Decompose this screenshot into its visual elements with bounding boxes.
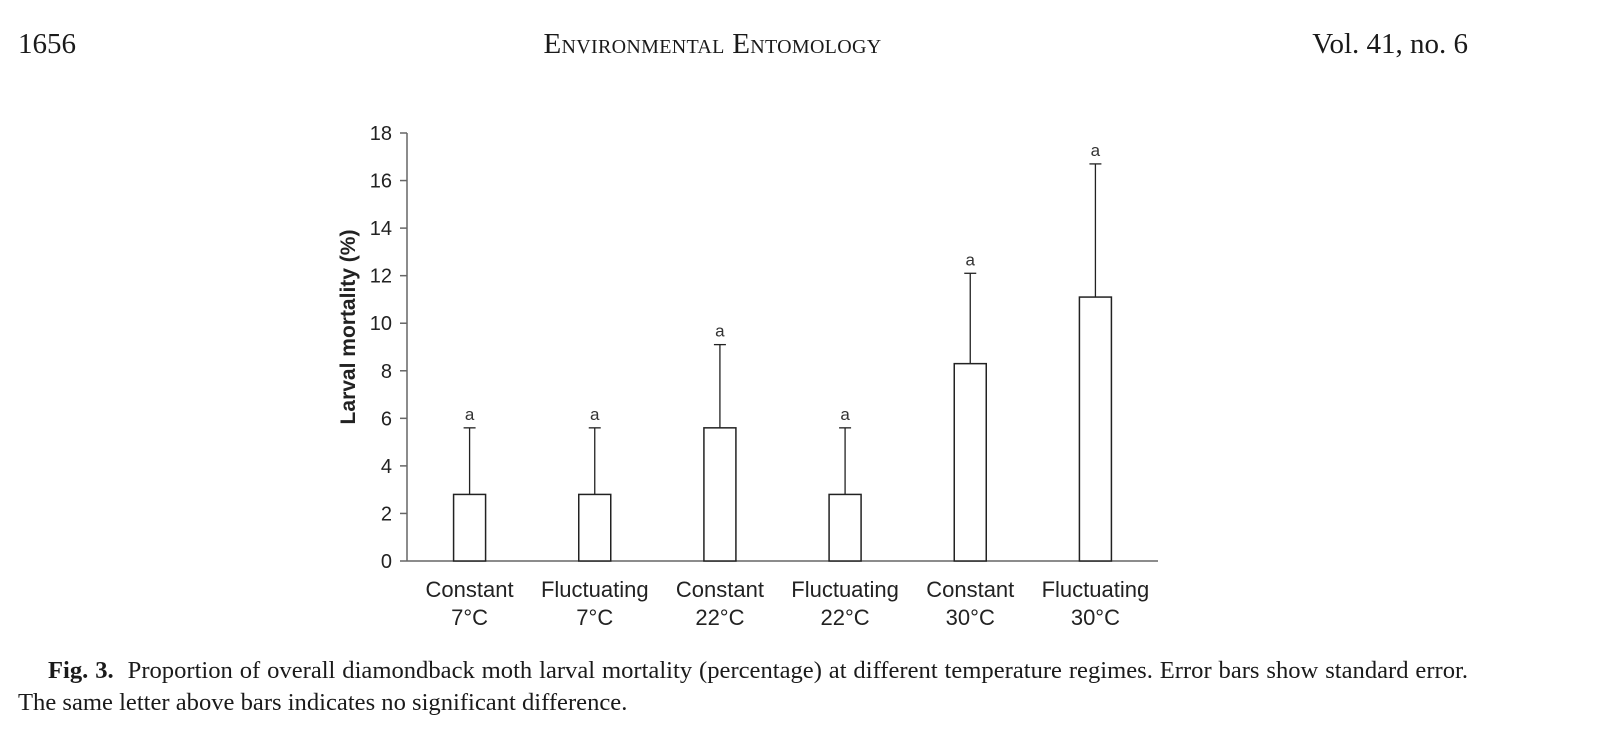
y-tick-label: 18 xyxy=(370,123,392,145)
y-tick-label: 14 xyxy=(370,218,392,240)
figure-label: Fig. 3. xyxy=(48,656,114,684)
y-tick-label: 0 xyxy=(381,551,392,573)
significance-letter: a xyxy=(590,405,600,424)
x-tick-label: Fluctuating xyxy=(1042,577,1150,602)
bar xyxy=(1078,296,1113,562)
figure-caption: Fig. 3. Proportion of overall diamondback… xyxy=(18,655,1468,719)
x-tick-label: Fluctuating xyxy=(791,577,899,602)
bar xyxy=(828,493,862,562)
bar xyxy=(452,493,487,562)
bar xyxy=(578,493,612,562)
x-tick-label: 22°C xyxy=(821,605,870,625)
page-number: 1656 xyxy=(18,28,76,60)
y-tick-label: 4 xyxy=(381,456,392,478)
x-tick-label: 7°C xyxy=(576,605,613,625)
x-tick-label: 22°C xyxy=(695,605,744,625)
y-tick-label: 10 xyxy=(370,313,392,335)
significance-letter: a xyxy=(465,405,475,424)
y-tick-label: 12 xyxy=(370,266,392,288)
significance-letter: a xyxy=(715,322,725,341)
x-tick-label: Fluctuating xyxy=(541,577,649,602)
y-tick-label: 8 xyxy=(381,361,392,383)
journal-name: Environmental Entomology xyxy=(543,28,882,60)
y-tick-label: 16 xyxy=(370,171,392,193)
bar xyxy=(703,427,737,562)
x-tick-label: 30°C xyxy=(946,605,995,625)
y-tick-label: 6 xyxy=(381,408,392,430)
x-tick-label: Constant xyxy=(926,577,1014,602)
significance-letter: a xyxy=(966,250,976,269)
caption-text: Proportion of overall diamondback moth l… xyxy=(18,656,1468,716)
x-tick-label: 30°C xyxy=(1071,605,1120,625)
y-axis-title: Larval mortality (%) xyxy=(337,230,360,425)
bar-chart: 0 2 4 6 8 10 12 14 16 18 Larval mortality (%) a Cons… xyxy=(337,123,1158,625)
bar xyxy=(953,362,987,562)
volume-issue: Vol. 41, no. 6 xyxy=(1312,28,1468,60)
x-tick-label: Constant xyxy=(426,577,514,602)
running-head: 1656 Environmental Entomology Vol. 41, n… xyxy=(0,28,1608,68)
significance-letter: a xyxy=(1091,141,1101,160)
significance-letter: a xyxy=(840,405,850,424)
x-tick-label: Constant xyxy=(676,577,764,602)
x-tick-label: 7°C xyxy=(451,605,488,625)
y-tick-label: 2 xyxy=(381,503,392,525)
